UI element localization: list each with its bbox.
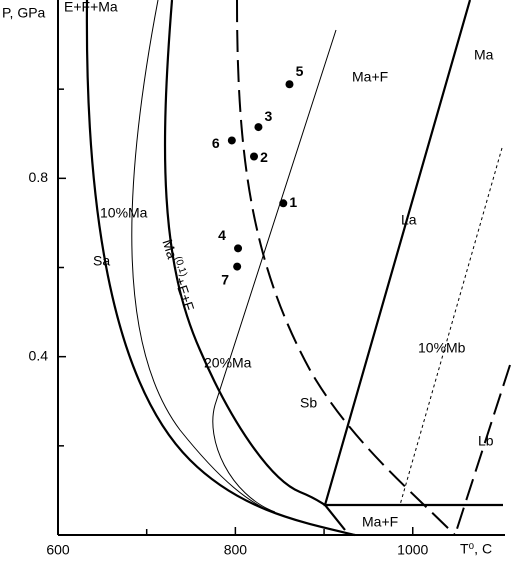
x-tick-label: 1000 bbox=[397, 542, 428, 558]
annotation: Sa bbox=[93, 253, 110, 269]
annotation: Ma+F bbox=[362, 514, 398, 530]
annotation: 10%Mb bbox=[418, 340, 466, 356]
x-tick-label: 600 bbox=[46, 542, 70, 558]
point-label: 3 bbox=[265, 108, 273, 124]
x-tick-label: 800 bbox=[224, 542, 248, 558]
annotation: Ma bbox=[474, 47, 494, 63]
annotation: Sb bbox=[300, 395, 317, 411]
annotation: Ma+F bbox=[352, 69, 388, 85]
data-point bbox=[254, 123, 263, 132]
point-label: 7 bbox=[221, 271, 229, 287]
data-point bbox=[227, 136, 236, 145]
curve-lb bbox=[454, 364, 511, 536]
y-axis-label: P, GPa bbox=[2, 5, 46, 21]
curve-20ma bbox=[212, 29, 337, 513]
point-label: 6 bbox=[212, 135, 220, 151]
annotation: E+F+Ma bbox=[64, 0, 118, 15]
annotation-base: Ma bbox=[160, 237, 181, 261]
data-point bbox=[233, 262, 242, 271]
data-point bbox=[250, 152, 259, 161]
y-tick-label: 0.4 bbox=[29, 347, 49, 363]
point-label: 2 bbox=[260, 149, 268, 165]
data-point bbox=[234, 244, 243, 253]
x-axis-label: T⁰, C bbox=[460, 541, 492, 557]
phase-curves bbox=[85, 0, 511, 537]
point-label: 1 bbox=[289, 194, 297, 210]
annotation-rest: +E+F bbox=[172, 275, 198, 313]
annotation: Lb bbox=[478, 433, 494, 449]
curve-sb bbox=[236, 0, 456, 536]
data-point bbox=[279, 199, 288, 208]
curve-10ma bbox=[131, 0, 281, 516]
point-label: 5 bbox=[296, 63, 304, 79]
y-tick-label: 0.8 bbox=[29, 169, 49, 185]
annotation: 10%Ma bbox=[100, 205, 148, 221]
curve-sa bbox=[85, 0, 356, 537]
annotation: La bbox=[401, 212, 417, 228]
curve-la bbox=[323, 0, 503, 507]
annotation: 20%Ma bbox=[204, 355, 252, 371]
point-label: 4 bbox=[218, 227, 226, 243]
curve-10mb bbox=[399, 147, 503, 506]
rotated-annotation: Ma(0,1)+E+F bbox=[160, 236, 200, 312]
data-point bbox=[285, 80, 294, 89]
curve-ma01 bbox=[163, 0, 346, 531]
